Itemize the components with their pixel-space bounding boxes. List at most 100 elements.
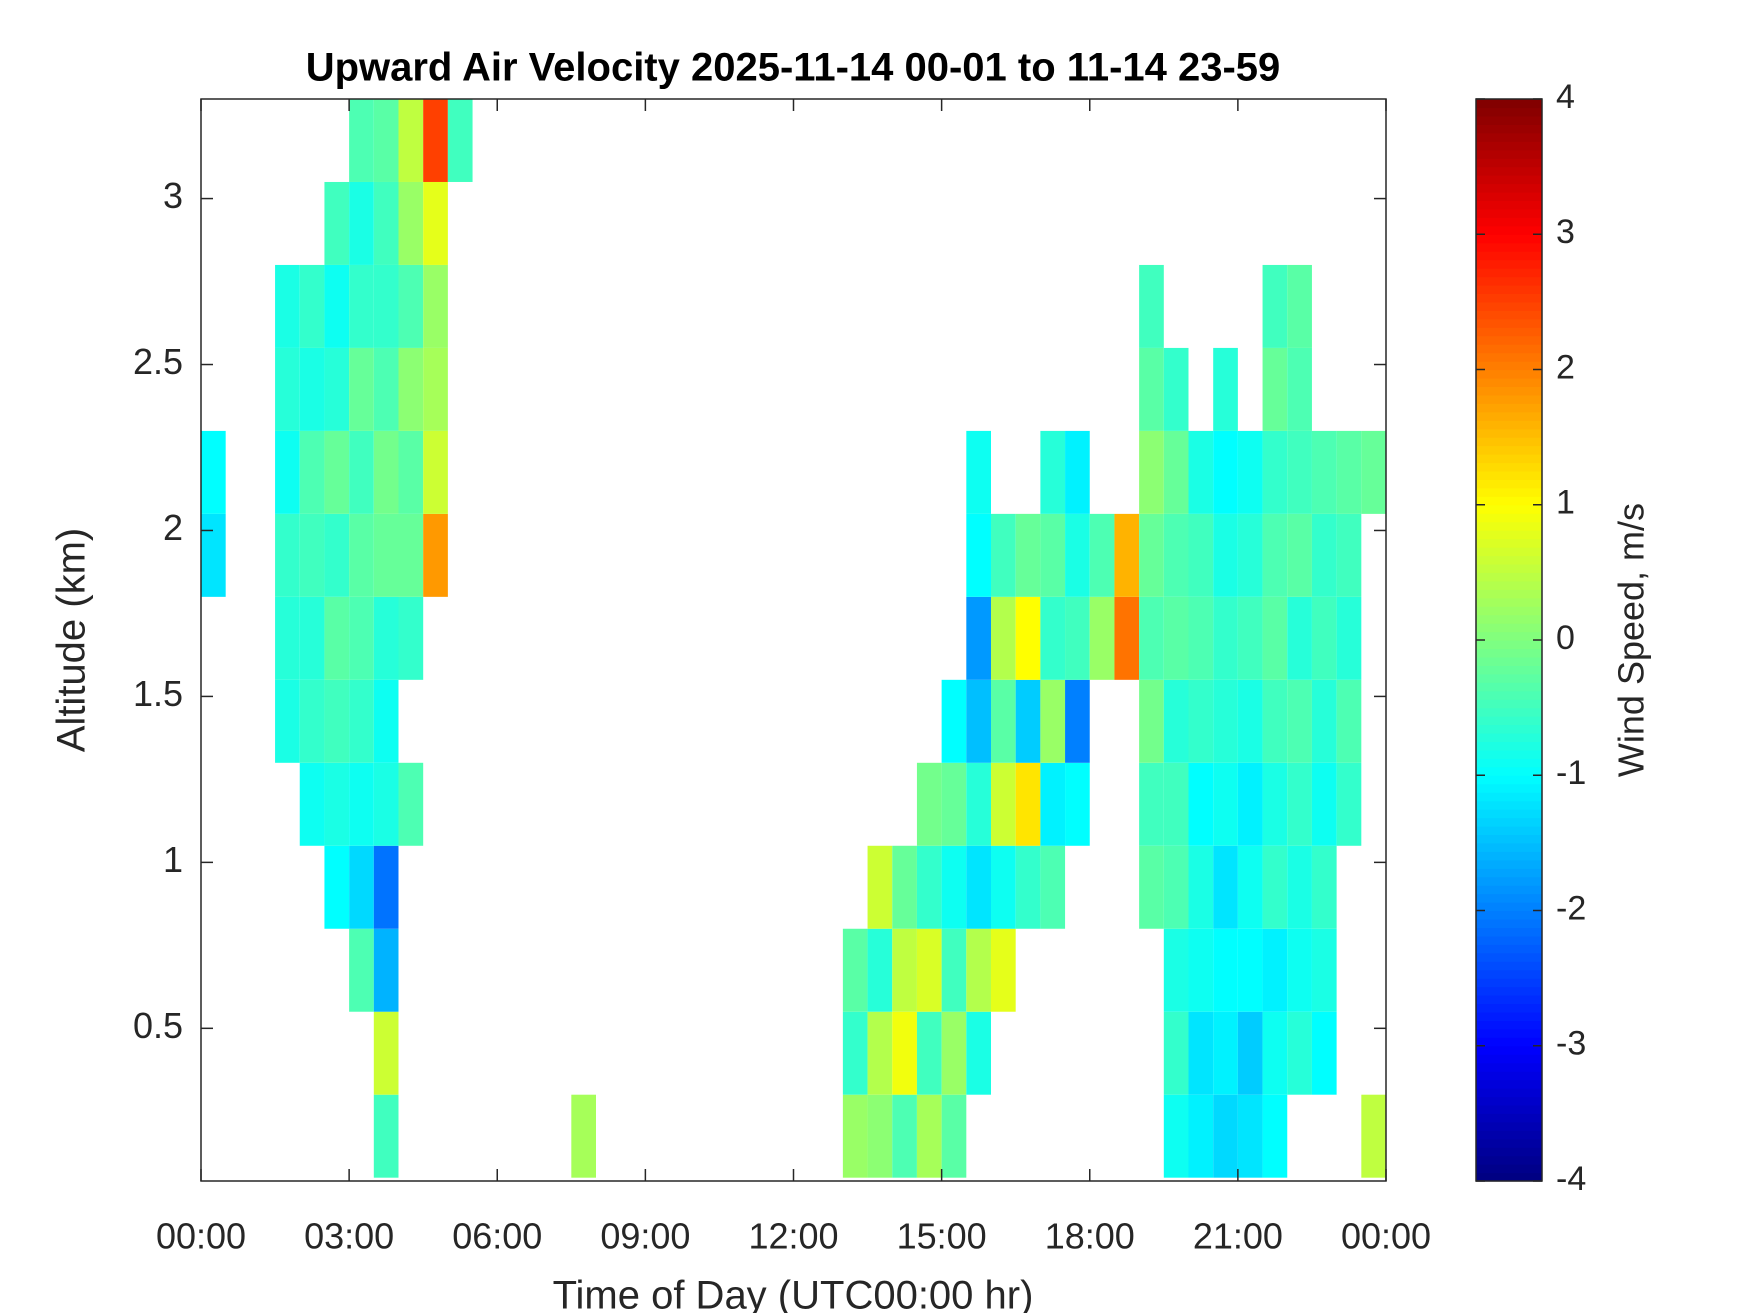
colorbar-swatch bbox=[1476, 496, 1542, 506]
heat-cell bbox=[1213, 1011, 1238, 1095]
colorbar-swatch bbox=[1476, 251, 1542, 261]
heat-cell bbox=[349, 762, 374, 846]
colorbar-swatch bbox=[1476, 1054, 1542, 1064]
heat-cell bbox=[1139, 679, 1164, 763]
heat-cell bbox=[373, 762, 399, 846]
colorbar-swatch bbox=[1476, 420, 1542, 430]
colorbar-swatch bbox=[1476, 530, 1542, 540]
colorbar-swatch bbox=[1476, 851, 1542, 861]
heat-cell bbox=[991, 845, 1016, 929]
y-tick-label: 2.5 bbox=[133, 341, 183, 382]
colorbar-swatch bbox=[1476, 1020, 1542, 1030]
heat-cell bbox=[1287, 347, 1312, 431]
heat-cell bbox=[1262, 845, 1288, 929]
colorbar-swatch bbox=[1476, 580, 1542, 590]
colorbar-swatch bbox=[1476, 944, 1542, 954]
heat-cell bbox=[941, 762, 967, 846]
heat-cell bbox=[398, 513, 424, 597]
heat-cell bbox=[571, 1094, 596, 1178]
heat-cell bbox=[349, 181, 374, 265]
colorbar-swatch bbox=[1476, 902, 1542, 912]
heat-cell bbox=[1065, 430, 1090, 514]
heat-cell bbox=[349, 928, 374, 1012]
heat-cell bbox=[1163, 430, 1189, 514]
heat-cell bbox=[1188, 928, 1214, 1012]
heat-cell bbox=[373, 845, 399, 929]
colorbar-swatch bbox=[1476, 276, 1542, 286]
heat-cell bbox=[1188, 513, 1214, 597]
heat-cell bbox=[423, 347, 448, 431]
colorbar-swatch bbox=[1476, 1104, 1542, 1114]
heat-cell bbox=[991, 679, 1016, 763]
heat-cell bbox=[1287, 513, 1312, 597]
colorbar-swatch bbox=[1476, 1003, 1542, 1013]
heat-cell bbox=[398, 596, 424, 680]
colorbar-swatch bbox=[1476, 403, 1542, 413]
heat-cell bbox=[1163, 762, 1189, 846]
colorbar-swatch bbox=[1476, 741, 1542, 751]
heat-cell bbox=[1213, 596, 1238, 680]
colorbar-swatch bbox=[1476, 259, 1542, 269]
colorbar-swatch bbox=[1476, 1062, 1542, 1072]
heat-cell bbox=[1015, 513, 1041, 597]
heat-cell bbox=[373, 430, 399, 514]
heat-cell bbox=[1015, 762, 1041, 846]
heat-cell bbox=[299, 264, 325, 348]
heat-cell bbox=[299, 513, 325, 597]
heat-cell bbox=[398, 430, 424, 514]
colorbar-swatch bbox=[1476, 513, 1542, 523]
heat-cell bbox=[1163, 596, 1189, 680]
colorbar-swatch bbox=[1476, 1130, 1542, 1140]
colorbar-swatch bbox=[1476, 1088, 1542, 1098]
colorbar-swatch bbox=[1476, 749, 1542, 759]
heat-cell bbox=[867, 1011, 893, 1095]
colorbar-swatch bbox=[1476, 1096, 1542, 1106]
heat-cell bbox=[1188, 596, 1214, 680]
colorbar-swatch bbox=[1476, 310, 1542, 320]
colorbar-swatch bbox=[1476, 428, 1542, 438]
heat-cell bbox=[299, 347, 325, 431]
colorbar-swatch bbox=[1476, 817, 1542, 827]
colorbar-swatch bbox=[1476, 225, 1542, 235]
heat-cell bbox=[299, 596, 325, 680]
heat-cell bbox=[1287, 679, 1312, 763]
heat-cell bbox=[398, 181, 424, 265]
heat-cell bbox=[1262, 347, 1288, 431]
heat-cell bbox=[275, 679, 300, 763]
colorbar-swatch bbox=[1476, 284, 1542, 295]
heat-cell bbox=[1287, 845, 1312, 929]
x-axis-label: Time of Day (UTC00:00 hr) bbox=[553, 1274, 1034, 1313]
colorbar-swatch bbox=[1476, 572, 1542, 582]
heat-cell bbox=[1213, 928, 1238, 1012]
colorbar-swatch bbox=[1476, 1037, 1542, 1047]
heat-cell bbox=[1163, 679, 1189, 763]
colorbar-swatch bbox=[1476, 800, 1542, 810]
heat-cell bbox=[1188, 1011, 1214, 1095]
heat-cell bbox=[398, 762, 424, 846]
heat-cell bbox=[373, 1094, 399, 1178]
colorbar-swatch bbox=[1476, 183, 1542, 193]
heat-cell bbox=[991, 596, 1016, 680]
colorbar-swatch bbox=[1476, 935, 1542, 945]
colorbar-swatch bbox=[1476, 318, 1542, 328]
heat-cell bbox=[1361, 430, 1386, 514]
x-tick-label: 12:00 bbox=[748, 1216, 838, 1257]
colorbar-swatch bbox=[1476, 538, 1542, 548]
colorbar-swatch bbox=[1476, 208, 1542, 218]
y-axis-label: Altitude (km) bbox=[50, 528, 94, 753]
heat-cell bbox=[842, 1011, 868, 1095]
heat-cell bbox=[349, 347, 374, 431]
colorbar-swatch bbox=[1476, 293, 1542, 303]
heat-cell bbox=[916, 762, 942, 846]
heat-cell bbox=[299, 679, 325, 763]
heat-cell bbox=[324, 596, 350, 680]
heat-cell bbox=[349, 264, 374, 348]
heat-cell bbox=[324, 679, 350, 763]
colorbar-swatch bbox=[1476, 166, 1542, 176]
y-tick-label: 2 bbox=[163, 507, 183, 548]
colorbar-swatch bbox=[1476, 665, 1542, 675]
heat-cell bbox=[1311, 845, 1337, 929]
heat-cell bbox=[892, 928, 917, 1012]
colorbar-swatch bbox=[1476, 656, 1542, 666]
